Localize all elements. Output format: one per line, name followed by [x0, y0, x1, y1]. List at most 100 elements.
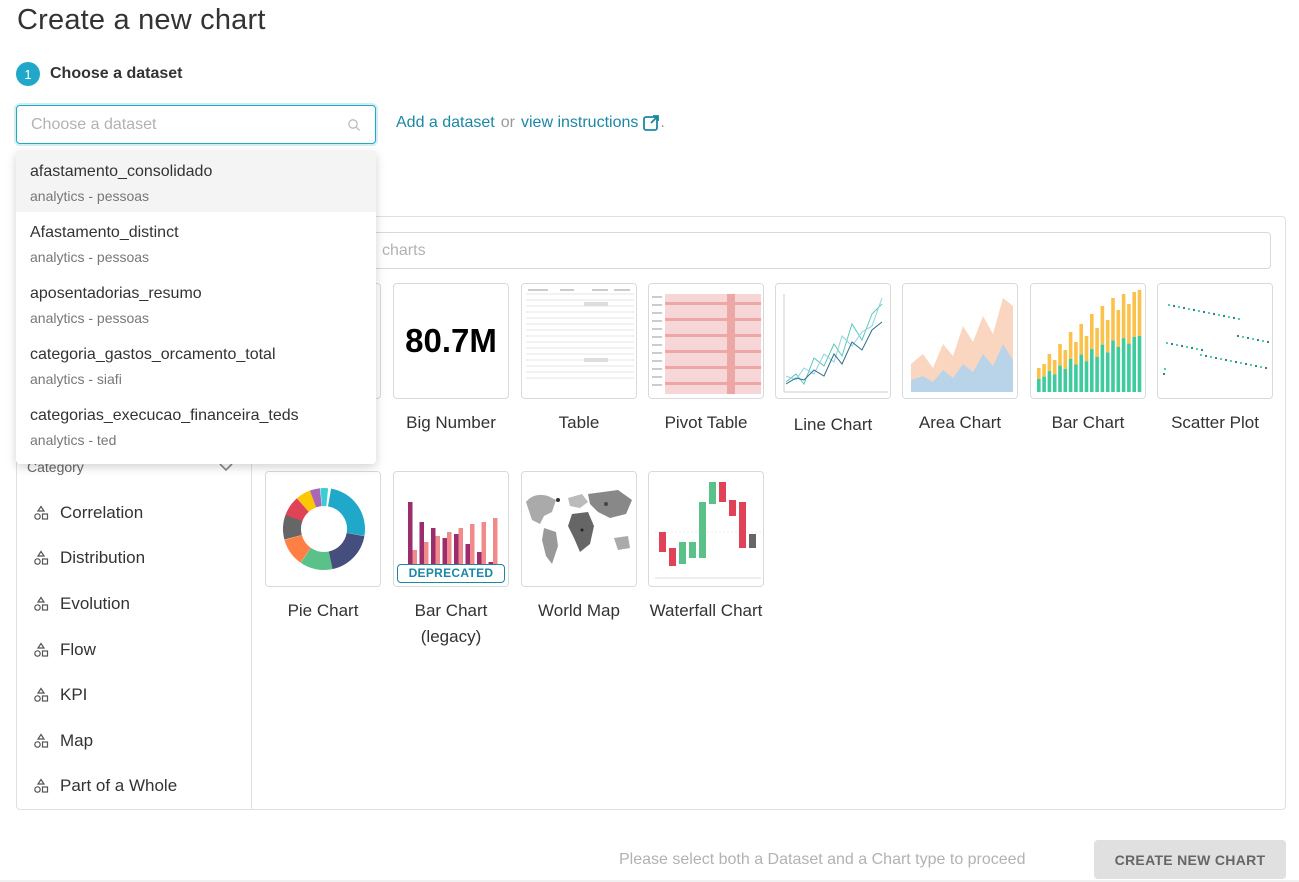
- thumb-bar: [1068, 332, 1073, 359]
- thumb-bar: [1063, 350, 1068, 369]
- chart-tile-bar-chart[interactable]: Bar Chart: [1030, 283, 1146, 436]
- dataset-option-database: analytics - pessoas: [30, 249, 150, 265]
- shapes-icon: [34, 550, 49, 566]
- footer-hint: Please select both a Dataset and a Chart…: [619, 851, 1026, 868]
- create-new-chart-button[interactable]: CREATE NEW CHART: [1094, 840, 1286, 879]
- chart-search-input[interactable]: charts: [267, 232, 1271, 269]
- thumb-bar: [1105, 320, 1110, 353]
- thumb-bar: [1111, 340, 1115, 392]
- thumb-point: [1172, 304, 1176, 308]
- thumb-point: [1190, 346, 1194, 350]
- thumb-point: [1239, 361, 1243, 365]
- thumb-bar: [447, 532, 452, 582]
- dataset-option[interactable]: Afastamento_distinct analytics - pessoas: [16, 212, 376, 273]
- dataset-option-name: Afastamento_distinct: [30, 224, 179, 241]
- thumb-point: [1254, 364, 1258, 368]
- thumb-point: [1209, 355, 1213, 359]
- thumb-point: [1256, 338, 1260, 342]
- chart-tile-world-map[interactable]: World Map: [521, 471, 637, 624]
- dataset-select[interactable]: Choose a dataset: [16, 105, 376, 144]
- category-item[interactable]: Part of a Whole: [33, 764, 177, 810]
- thumb-point: [1167, 303, 1171, 307]
- thumb-bar: [1116, 346, 1121, 392]
- dataset-option-name: categoria_gastos_orcamento_total: [30, 346, 276, 363]
- chart-tile-line-chart[interactable]: Line Chart: [775, 283, 891, 438]
- view-instructions-link[interactable]: view instructions: [520, 114, 639, 131]
- page-title: Create a new chart: [17, 4, 266, 36]
- chart-thumb-big-number: 80.7M: [393, 283, 509, 399]
- thumb-point: [1162, 372, 1166, 376]
- thumb-point: [1180, 344, 1184, 348]
- dataset-option-name: afastamento_consolidado: [30, 163, 213, 180]
- thumb-bar: [1127, 304, 1131, 344]
- chart-tile-big-number[interactable]: 80.7M Big Number: [393, 283, 509, 436]
- chart-tile-label: World Map: [538, 601, 620, 620]
- thumb-bar: [1074, 364, 1078, 392]
- thumb-bar: [1116, 310, 1121, 347]
- table-thumb-graphic: [522, 284, 636, 398]
- add-dataset-link[interactable]: Add a dataset: [396, 114, 495, 131]
- thumb-point: [1197, 309, 1201, 313]
- dataset-option[interactable]: aposentadorias_resumo analytics - pessoas: [16, 273, 376, 334]
- dataset-option[interactable]: categoria_gastos_orcamento_total analytic…: [16, 334, 376, 395]
- thumb-bar: [1052, 360, 1057, 375]
- search-icon: [348, 118, 360, 131]
- thumb-point: [1202, 310, 1206, 314]
- thumb-bar: [1079, 324, 1083, 355]
- chart-tile-area-chart[interactable]: Area Chart: [902, 283, 1018, 436]
- dataset-option-database: analytics - pessoas: [30, 188, 150, 204]
- category-item[interactable]: Evolution: [33, 581, 177, 627]
- add-dataset-row: Add a dataset or view instructions .: [396, 114, 665, 132]
- thumb-point: [1212, 312, 1216, 316]
- chart-tile-pie-chart[interactable]: Pie Chart: [265, 471, 381, 624]
- category-item[interactable]: Distribution: [33, 536, 177, 582]
- category-item[interactable]: KPI: [33, 672, 177, 718]
- thumb-point: [1246, 336, 1250, 340]
- thumb-point: [1237, 317, 1241, 321]
- shapes-icon: [34, 733, 49, 748]
- chart-tile-label: Big Number: [406, 413, 496, 432]
- dataset-option-database: analytics - pessoas: [30, 310, 150, 326]
- thumb-bar: [1042, 376, 1046, 392]
- category-item[interactable]: Correlation: [33, 490, 177, 536]
- thumb-bar: [1095, 356, 1099, 392]
- step-choose-dataset: 1 Choose a dataset: [16, 62, 182, 86]
- thumb-bar: [431, 528, 436, 582]
- world-map-thumb-graphic: [522, 472, 636, 586]
- thumb-bar: [470, 524, 475, 582]
- thumb-bar: [1058, 344, 1062, 366]
- chart-tile-scatter-plot[interactable]: Scatter Plot: [1157, 283, 1273, 436]
- thumb-bar: [465, 544, 470, 582]
- step-label: Choose a dataset: [50, 65, 183, 82]
- or-text: or: [500, 114, 515, 131]
- pie-thumb-graphic: [266, 472, 380, 586]
- category-item[interactable]: Flow: [33, 627, 177, 673]
- dataset-option-name: categorias_execucao_financeira_teds: [30, 407, 299, 424]
- thumb-bar: [442, 538, 447, 582]
- dataset-option-database: analytics - ted: [30, 432, 117, 448]
- thumb-point: [1192, 308, 1196, 312]
- external-link-icon[interactable]: [642, 114, 660, 132]
- chart-tile-pivot-table[interactable]: Pivot Table: [648, 283, 764, 436]
- category-list: Correlation Distribution Evolution Flow KPI M…: [33, 490, 177, 809]
- chart-tile-table[interactable]: Table: [521, 283, 637, 436]
- chart-thumb-scatter-plot: [1157, 283, 1273, 399]
- chevron-down-icon: [219, 463, 233, 472]
- dataset-option[interactable]: afastamento_consolidado analytics - pesso…: [16, 151, 376, 212]
- chart-tile-label: Pie Chart: [287, 601, 359, 620]
- chart-thumb-waterfall-chart: [648, 471, 764, 587]
- chart-tile-label: Bar Chart: [1051, 413, 1125, 432]
- thumb-bar: [1095, 328, 1099, 357]
- thumb-bar: [1100, 344, 1105, 392]
- chart-tile-waterfall-chart[interactable]: Waterfall Chart: [648, 471, 764, 624]
- category-item[interactable]: Map: [33, 718, 177, 764]
- thumb-point: [1224, 358, 1228, 362]
- thumb-point: [1163, 367, 1167, 371]
- category-item-label: Correlation: [60, 502, 144, 522]
- chart-tile-bar-chart-legacy[interactable]: DEPRECATED Bar Chart (legacy): [393, 471, 509, 650]
- shapes-icon: [34, 687, 49, 702]
- dataset-dropdown: afastamento_consolidado analytics - pesso…: [16, 151, 376, 464]
- chart-tile-label: Waterfall Chart: [649, 601, 763, 620]
- pivot-thumb-graphic: [649, 284, 763, 398]
